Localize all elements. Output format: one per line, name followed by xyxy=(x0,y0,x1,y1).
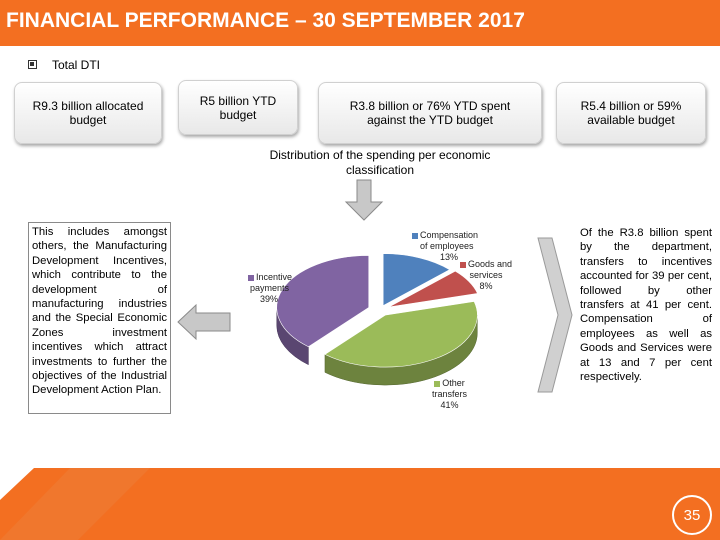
left-arrow-icon xyxy=(177,303,231,341)
summary-line: budget xyxy=(219,107,257,122)
distribution-title-line1: Distribution of the spending per economi… xyxy=(269,148,491,162)
legend-swatch xyxy=(460,261,466,268)
summary-line: budget xyxy=(69,113,107,127)
distribution-title-line2: classification xyxy=(345,163,415,177)
pie-slice-top xyxy=(382,253,451,307)
pie-slice-3 xyxy=(276,255,370,366)
pie-label-incentive: Incentive payments 39% xyxy=(248,272,292,305)
label-line: payments xyxy=(250,283,290,293)
spending-summary: Of the R3.8 billion spent by the departm… xyxy=(580,227,712,384)
label-line: Incentive xyxy=(256,272,293,282)
pie-slice-top xyxy=(276,255,370,348)
summary-box-available: R5.4 billion or 59% available budget xyxy=(556,82,706,144)
summary-line: R9.3 billion allocated xyxy=(32,99,144,113)
footer-shade xyxy=(0,468,150,540)
pie-label-compensation: Compensation of employees 13% xyxy=(412,230,478,263)
summary-line: R5 billion YTD xyxy=(199,93,277,108)
pie-slice-top xyxy=(388,270,478,308)
label-line: 41% xyxy=(440,400,459,410)
legend-swatch xyxy=(248,274,254,281)
page-number: 35 xyxy=(672,495,712,535)
label-line: Compensation xyxy=(420,230,479,240)
title-bar: FINANCIAL PERFORMANCE – 30 SEPTEMBER 201… xyxy=(0,0,720,46)
label-line: services xyxy=(469,270,503,280)
chevron-right-icon xyxy=(537,237,573,393)
summary-line: against the YTD budget xyxy=(367,113,493,127)
summary-line: available budget xyxy=(587,113,675,127)
summary-line: R5.4 billion or 59% xyxy=(580,99,682,113)
pie-chart xyxy=(276,253,478,386)
label-line: 8% xyxy=(479,281,493,291)
summary-box-ytd-spent: R3.8 billion or 76% YTD spent against the… xyxy=(318,82,542,144)
label-line: Other xyxy=(442,378,465,388)
legend-swatch xyxy=(412,232,418,239)
down-arrow-icon xyxy=(344,179,384,221)
distribution-title: Distribution of the spending per economi… xyxy=(230,148,530,178)
summary-box-allocated: R9.3 billion allocated budget xyxy=(14,82,162,144)
bullet-text: Total DTI xyxy=(52,58,101,72)
label-line: transfers xyxy=(432,389,468,399)
pie-slice-0 xyxy=(382,253,451,307)
legend-swatch xyxy=(434,380,441,387)
incentives-description: This includes amongst others, the Manufa… xyxy=(28,222,171,414)
footer-band xyxy=(0,468,720,540)
page-title: FINANCIAL PERFORMANCE – 30 SEPTEMBER 201… xyxy=(6,9,525,32)
label-line: 39% xyxy=(260,294,279,304)
label-line: Goods and xyxy=(468,259,513,269)
pie-slice-top xyxy=(324,301,478,368)
label-line: 13% xyxy=(440,252,459,262)
summary-line: R3.8 billion or 76% YTD spent xyxy=(349,99,511,113)
pie-slice-1 xyxy=(388,270,478,308)
label-line: of employees xyxy=(420,241,474,251)
pie-label-goods: Goods and services 8% xyxy=(460,259,512,292)
pie-label-other: Other transfers 41% xyxy=(432,378,467,411)
square-bullet-icon xyxy=(28,60,37,69)
summary-box-ytd-budget: R5 billion YTD budget xyxy=(178,80,298,135)
pie-slice-2 xyxy=(324,301,478,386)
